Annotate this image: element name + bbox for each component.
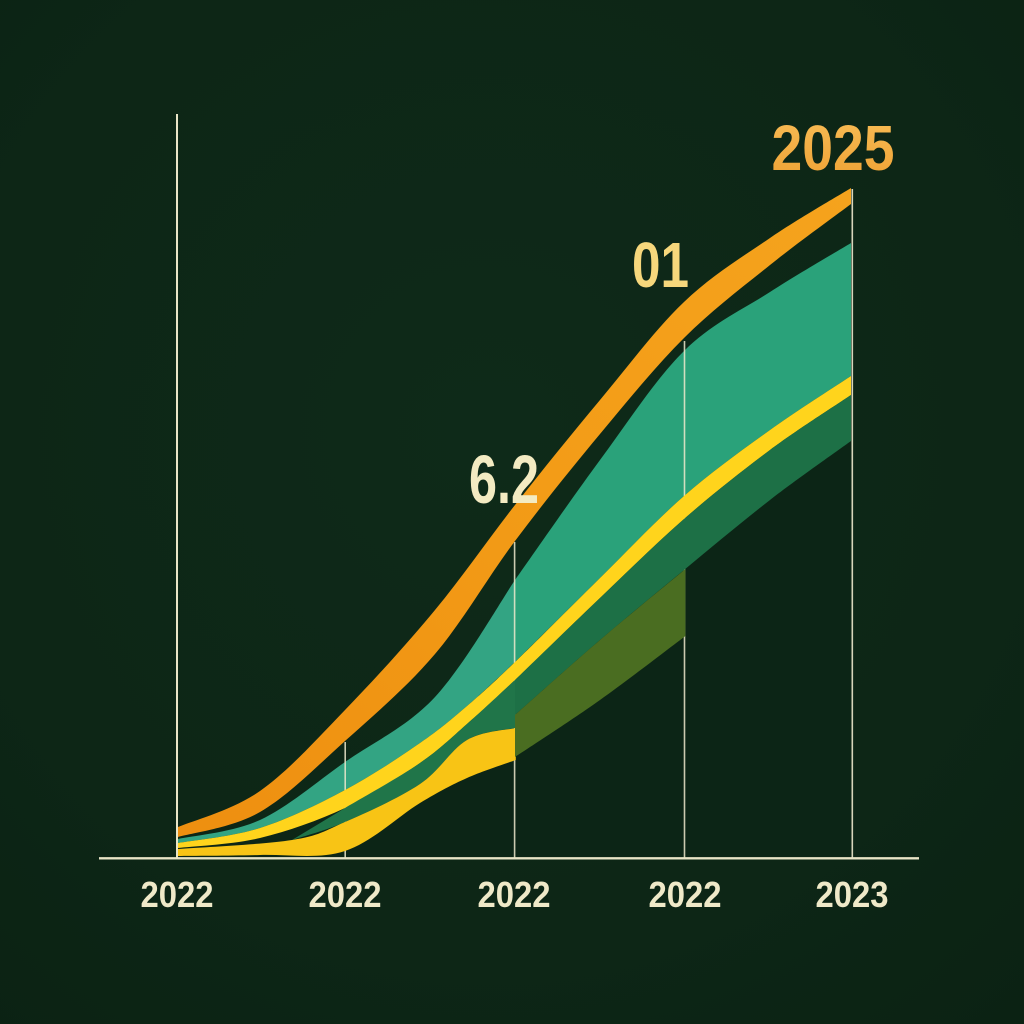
svg-text:2022: 2022 [649, 874, 722, 915]
svg-text:2022: 2022 [309, 874, 382, 915]
svg-text:2022: 2022 [478, 874, 551, 915]
svg-text:01: 01 [632, 229, 689, 301]
svg-text:2025: 2025 [772, 112, 895, 184]
svg-text:6.2: 6.2 [469, 441, 539, 518]
svg-text:2023: 2023 [816, 874, 889, 915]
svg-text:2022: 2022 [141, 874, 214, 915]
